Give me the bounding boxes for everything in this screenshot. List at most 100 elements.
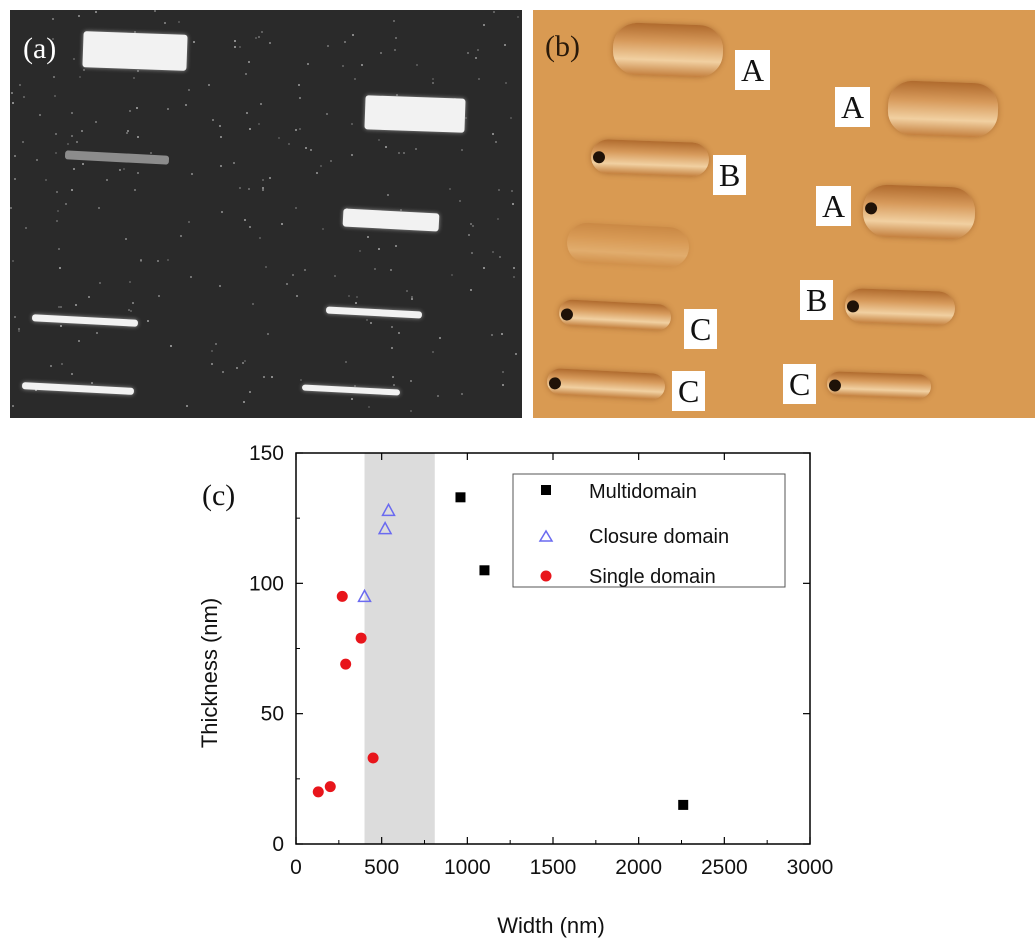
speckle <box>410 410 412 412</box>
speckle <box>188 221 190 223</box>
speckle <box>449 188 451 190</box>
x-tick-label: 1500 <box>530 856 577 879</box>
speckle <box>255 37 257 39</box>
magnetic-bar-closure <box>590 138 710 178</box>
nanobar <box>364 95 466 133</box>
speckle <box>467 52 469 54</box>
speckle <box>512 203 514 205</box>
speckle <box>345 361 347 363</box>
speckle <box>220 136 222 138</box>
speckle <box>234 40 236 42</box>
speckle <box>178 21 180 23</box>
speckle <box>356 296 358 298</box>
legend-label-single-domain: Single domain <box>589 566 716 588</box>
speckle <box>411 298 413 300</box>
speckle <box>501 333 503 335</box>
speckle <box>239 46 241 48</box>
speckle <box>154 10 156 12</box>
speckle <box>352 34 354 36</box>
nanobar <box>31 314 139 327</box>
speckle <box>459 200 461 202</box>
speckle <box>269 177 271 179</box>
speckle <box>129 110 131 112</box>
speckle <box>351 123 353 125</box>
speckle <box>249 391 251 393</box>
speckle <box>477 49 479 51</box>
speckle <box>96 332 98 334</box>
speckle <box>245 73 247 75</box>
speckle <box>296 295 298 297</box>
speckle <box>98 207 100 209</box>
speckle <box>252 303 254 305</box>
speckle <box>299 128 301 130</box>
speckle <box>451 274 453 276</box>
speckle <box>132 302 134 304</box>
speckle <box>67 143 69 145</box>
panel-a-tag: (a) <box>23 32 57 65</box>
magnetic-bar-multidomain <box>612 22 724 78</box>
multidomain-point <box>678 799 689 810</box>
speckle <box>392 376 394 378</box>
speckle <box>265 266 267 268</box>
speckle <box>60 306 62 308</box>
speckle <box>222 371 224 373</box>
speckle <box>299 97 301 99</box>
speckle <box>82 163 84 165</box>
single-domain-point <box>312 786 324 798</box>
magnetic-bar-multidomain <box>887 80 999 138</box>
speckle <box>99 282 101 284</box>
speckle <box>137 70 139 72</box>
speckle <box>79 76 81 78</box>
speckle <box>61 363 63 365</box>
speckle <box>190 276 192 278</box>
speckle <box>220 165 222 167</box>
domain-core <box>548 377 562 390</box>
domain-label: A <box>835 87 871 127</box>
magnetic-bar-faint <box>566 221 690 269</box>
speckle <box>261 31 263 33</box>
speckle <box>322 228 324 230</box>
speckle <box>359 250 361 252</box>
x-tick-label: 3000 <box>787 856 834 879</box>
single-domain-point <box>340 658 352 670</box>
speckle <box>278 137 280 139</box>
speckle <box>137 172 139 174</box>
nanobar <box>64 150 170 165</box>
speckle <box>326 113 328 115</box>
panel-a-topography-image: (a) <box>10 10 522 418</box>
y-axis-title: Thickness (nm) <box>197 598 222 748</box>
speckle <box>243 401 245 403</box>
speckle <box>73 168 75 170</box>
legend-marker-circle <box>540 570 552 582</box>
x-tick-label: 2000 <box>615 856 662 879</box>
speckle <box>437 395 439 397</box>
speckle <box>129 281 131 283</box>
speckle <box>71 135 73 137</box>
domain-label: A <box>816 186 852 226</box>
speckle <box>259 237 261 239</box>
nanobar <box>342 208 440 232</box>
speckle <box>45 179 47 181</box>
speckle <box>25 227 27 229</box>
speckle <box>18 330 20 332</box>
speckle <box>432 82 434 84</box>
speckle <box>502 384 504 386</box>
single-domain-point <box>324 781 336 793</box>
speckle <box>180 235 182 237</box>
speckle <box>461 149 463 151</box>
speckle <box>472 225 474 227</box>
domain-core <box>560 308 574 321</box>
speckle <box>71 112 73 114</box>
speckle <box>212 119 214 121</box>
speckle <box>394 49 396 51</box>
x-tick-label: 1000 <box>444 856 491 879</box>
speckle <box>334 275 336 277</box>
speckle <box>91 382 93 384</box>
speckle <box>344 41 346 43</box>
speckle <box>56 191 58 193</box>
speckle <box>75 304 77 306</box>
domain-label: B <box>800 280 834 320</box>
speckle <box>499 256 501 258</box>
speckle <box>366 319 368 321</box>
speckle <box>95 11 97 13</box>
